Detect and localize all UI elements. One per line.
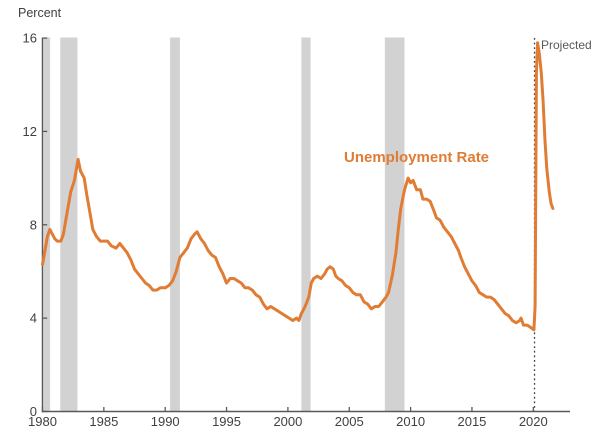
x-axis-tick-label: 1995 [212, 414, 241, 429]
recession-band [170, 37, 180, 412]
axes-group: 0 4 8 12 16 1980 1985 1990 1995 2000 2005 2010 2015 2… [23, 31, 570, 429]
x-axis-tick-label: 1985 [89, 414, 118, 429]
projected-label: Projected [541, 38, 592, 52]
x-axis-tick-label: 2020 [519, 414, 548, 429]
unemployment-line [41, 41, 555, 332]
y-axis-unit-label: Percent [18, 6, 62, 20]
x-axis-tick-label: 1990 [151, 414, 180, 429]
recession-band [60, 37, 78, 412]
y-axis-tick-label: 0 [30, 404, 37, 419]
y-axis-tick-label: 8 [30, 217, 37, 232]
y-axis-tick-label: 4 [30, 311, 37, 326]
x-axis-tick-label: 2015 [457, 414, 486, 429]
recession-band [384, 37, 405, 412]
y-axis-tick-label: 12 [23, 124, 37, 139]
x-axis-tick-label: 2000 [273, 414, 302, 429]
series-inline-label: Unemployment Rate [344, 149, 489, 166]
y-axis-tick-label: 16 [23, 31, 37, 46]
x-axis-tick-label: 2010 [396, 414, 425, 429]
x-axis-tick-label: 2005 [335, 414, 364, 429]
recession-bands-group [43, 37, 405, 412]
x-axis-tick-label: 1980 [28, 414, 57, 429]
recession-band [301, 37, 311, 412]
